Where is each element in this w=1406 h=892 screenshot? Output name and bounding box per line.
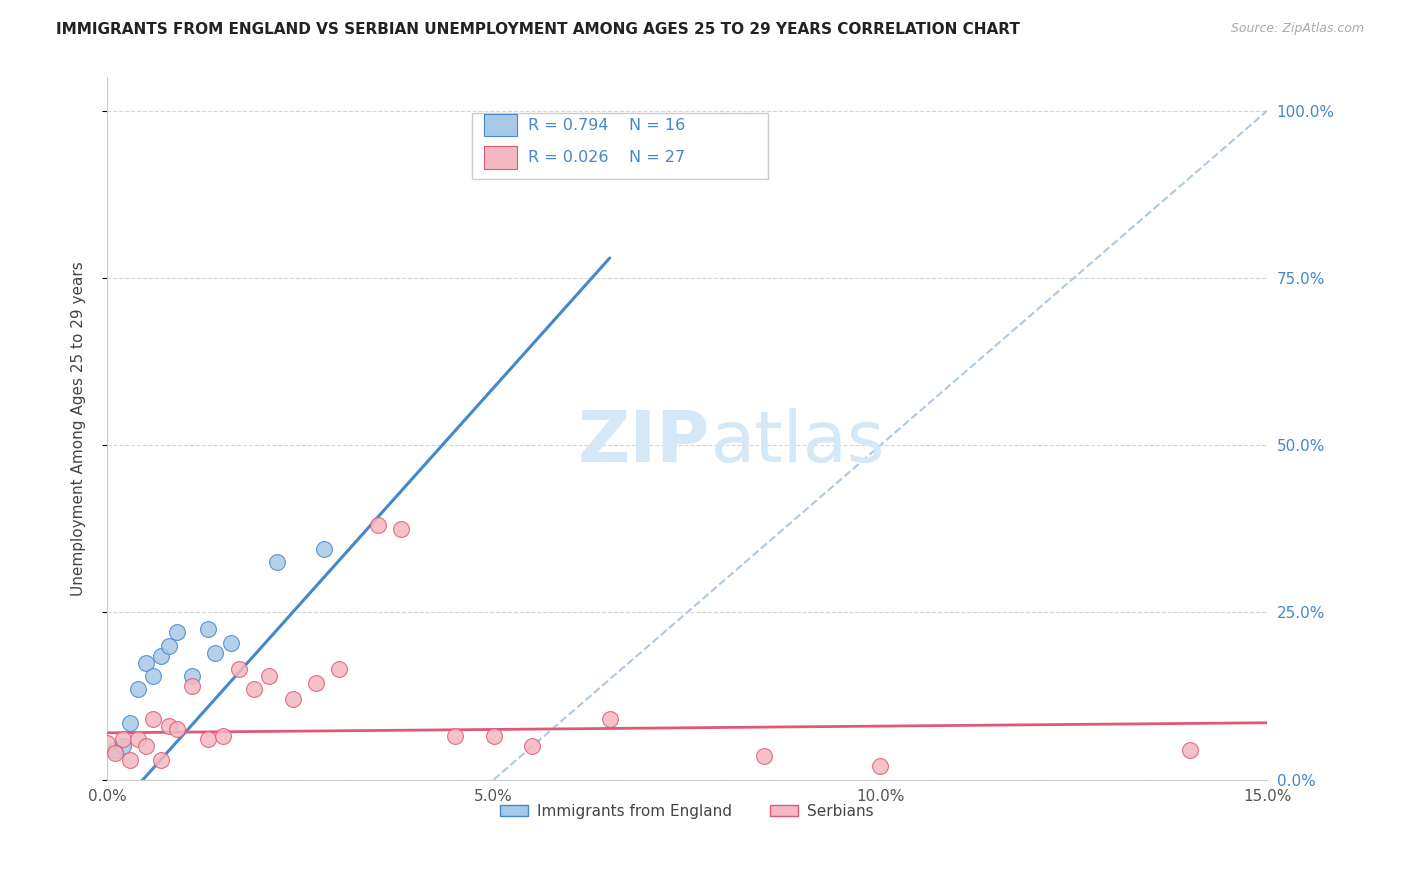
Text: IMMIGRANTS FROM ENGLAND VS SERBIAN UNEMPLOYMENT AMONG AGES 25 TO 29 YEARS CORREL: IMMIGRANTS FROM ENGLAND VS SERBIAN UNEMP… [56, 22, 1021, 37]
Point [150, 648, 173, 663]
Point [1178, 742, 1201, 756]
Point [181, 679, 204, 693]
Point [243, 682, 266, 697]
Point [157, 639, 180, 653]
Text: ZIP: ZIP [578, 408, 710, 477]
Text: Source: ZipAtlas.com: Source: ZipAtlas.com [1230, 22, 1364, 36]
Point [142, 713, 165, 727]
Y-axis label: Unemployment Among Ages 25 to 29 years: Unemployment Among Ages 25 to 29 years [72, 261, 86, 596]
Point [197, 622, 219, 636]
Point [228, 662, 250, 676]
Point [96, 736, 118, 750]
Point [389, 522, 412, 536]
Point [219, 635, 242, 649]
Point [259, 669, 281, 683]
FancyBboxPatch shape [484, 146, 516, 169]
Point [869, 759, 891, 773]
Point [120, 715, 142, 730]
Point [135, 656, 157, 670]
Point [754, 749, 776, 764]
FancyBboxPatch shape [484, 114, 516, 136]
Point [150, 753, 173, 767]
Point [197, 732, 219, 747]
Point [482, 729, 505, 743]
Point [444, 729, 467, 743]
Text: R = 0.794    N = 16: R = 0.794 N = 16 [529, 118, 685, 133]
Point [583, 130, 606, 145]
Point [305, 675, 328, 690]
Point [328, 662, 350, 676]
Point [157, 719, 180, 733]
Point [111, 732, 134, 747]
Legend: Immigrants from England, Serbians: Immigrants from England, Serbians [495, 797, 880, 824]
Text: atlas: atlas [710, 408, 884, 477]
Point [127, 682, 149, 697]
Point [135, 739, 157, 754]
Point [104, 742, 127, 756]
Point [266, 555, 288, 569]
Point [367, 518, 389, 533]
Point [281, 692, 304, 706]
Point [166, 723, 188, 737]
Text: R = 0.026    N = 27: R = 0.026 N = 27 [529, 150, 685, 165]
Point [204, 646, 226, 660]
Point [212, 729, 235, 743]
Point [142, 669, 165, 683]
Point [522, 739, 544, 754]
Point [111, 739, 134, 754]
Point [120, 753, 142, 767]
Point [104, 746, 127, 760]
FancyBboxPatch shape [472, 112, 768, 179]
Point [599, 713, 621, 727]
Point [181, 669, 204, 683]
Point [166, 625, 188, 640]
Point [312, 541, 335, 556]
Point [127, 732, 149, 747]
